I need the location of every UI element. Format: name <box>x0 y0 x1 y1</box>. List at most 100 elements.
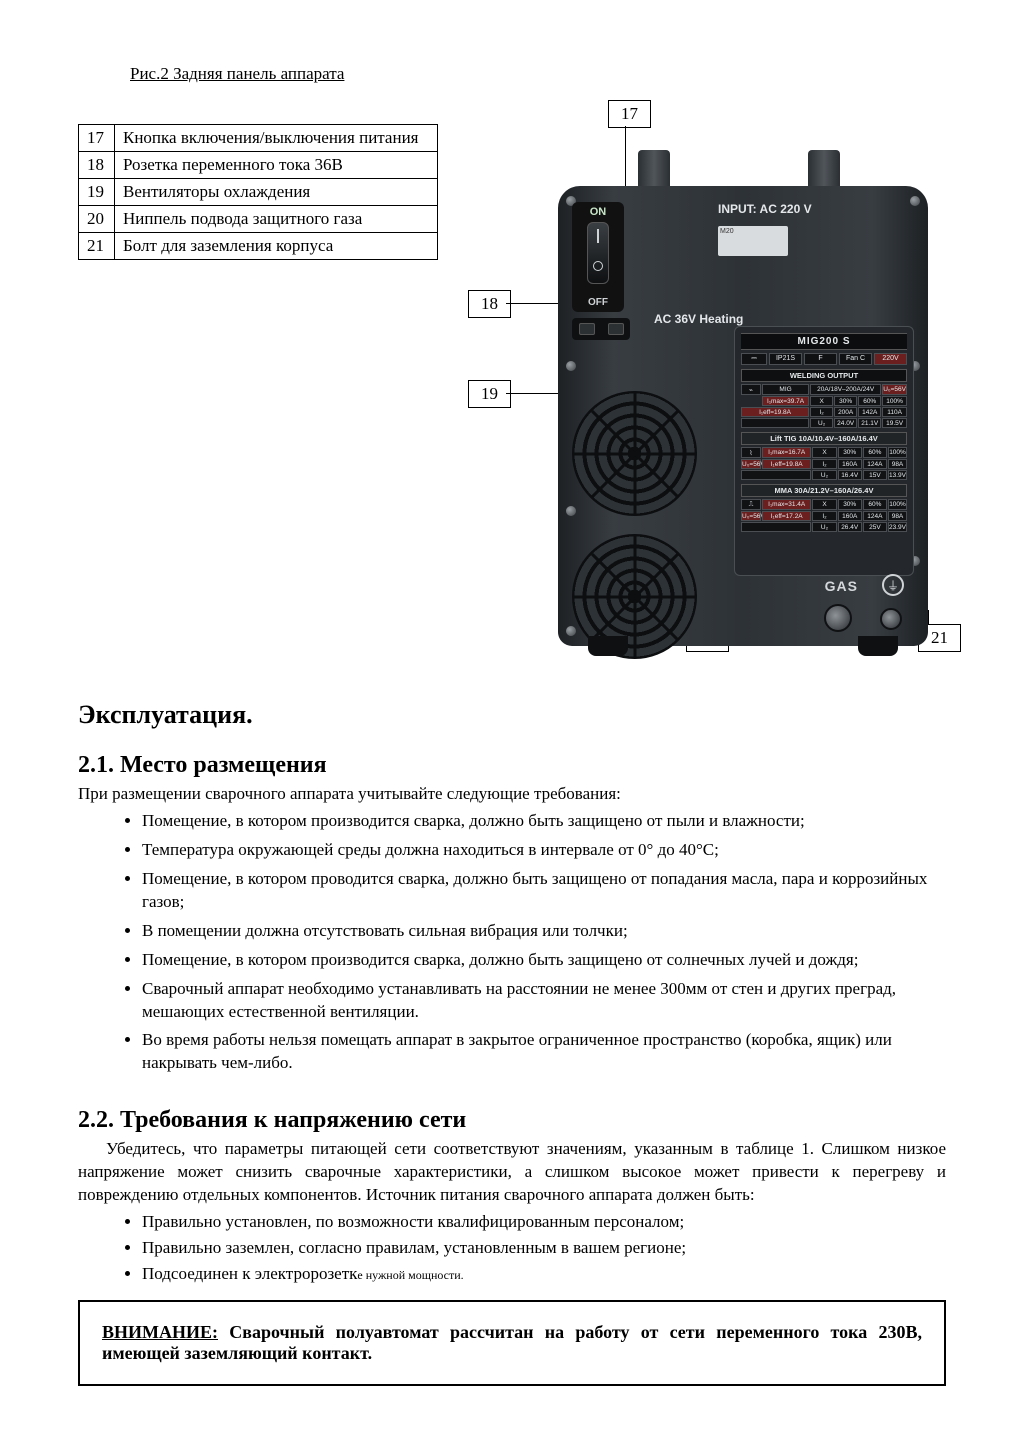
list-item: В помещении должна отсутствовать сильная… <box>142 920 946 943</box>
nameplate: MIG200 S ⎓ IP21S F Fan C 220V WELDING OU… <box>734 326 914 576</box>
np-f: F <box>804 353 837 365</box>
list-item: Помещение, в котором производится сварка… <box>142 949 946 972</box>
np-val: U₂ <box>812 522 836 532</box>
np-val: 24.0V <box>834 418 857 428</box>
heating-socket <box>572 318 630 340</box>
np-val: I₁max=16.7A <box>762 447 811 458</box>
section-2-1-title: 2.1. Место размещения <box>78 752 946 779</box>
gas-label: GAS <box>825 578 858 594</box>
np-u0: U₀=56V <box>882 384 907 395</box>
list-item: Подсоединен к электророзетке нужной мощн… <box>142 1263 946 1286</box>
np-val: 160A <box>838 459 862 469</box>
legend-num: 19 <box>79 179 115 206</box>
list-item-part-small: е нужной мощности. <box>357 1268 463 1282</box>
np-val: U₀=56V <box>741 511 761 521</box>
legend-num: 20 <box>79 206 115 233</box>
np-val: 19.5V <box>882 418 907 428</box>
switch-off-label: OFF <box>572 297 624 308</box>
legend-num: 17 <box>79 125 115 152</box>
figure-caption: Рис.2 Задняя панель аппарата <box>130 64 946 84</box>
device-illustration: 17 18 19 20 21 <box>478 100 958 660</box>
np-val: 30% <box>838 447 862 458</box>
np-val: 25V <box>863 522 887 532</box>
np-val: 21.1V <box>858 418 881 428</box>
np-val: 60% <box>863 499 887 510</box>
np-val: I₁eff=19.8A <box>762 459 811 469</box>
np-val: 124A <box>863 511 887 521</box>
warning-label: ВНИМАНИЕ: <box>102 1322 218 1342</box>
legend-text: Ниппель подвода защитного газа <box>115 206 438 233</box>
list-item: Помещение, в котором проводится сварка, … <box>142 868 946 914</box>
list-item: Помещение, в котором производится сварка… <box>142 810 946 833</box>
switch-on-label: ON <box>572 206 624 218</box>
section-title-operation: Эксплуатация. <box>78 700 946 730</box>
np-val: X <box>812 447 836 458</box>
device-body: ON OFF M20 INPUT: AC 220 V <box>558 150 928 650</box>
ground-icon: ⏚ <box>882 574 904 596</box>
np-val: 142A <box>858 407 881 417</box>
legend-num: 21 <box>79 233 115 260</box>
mma-icon: ⎍ <box>741 499 761 510</box>
table-row: 19 Вентиляторы охлаждения <box>79 179 438 206</box>
np-ieff: I₁eff=19.8A <box>741 407 809 417</box>
np-val: I₁max=31.4A <box>762 499 811 510</box>
np-welding-output: WELDING OUTPUT <box>741 369 907 382</box>
list-item: Сварочный аппарат необходимо устанавлива… <box>142 978 946 1024</box>
np-val: 60% <box>863 447 887 458</box>
np-u2: U₂ <box>810 418 833 428</box>
np-30: 30% <box>834 396 857 406</box>
np-val: 98A <box>888 511 907 521</box>
np-val: 100% <box>888 447 907 458</box>
screw-icon <box>566 626 576 636</box>
np-val: 100% <box>888 499 907 510</box>
np-val: 200A <box>834 407 857 417</box>
np-val: 160A <box>838 511 862 521</box>
handle-stem <box>638 150 670 190</box>
ground-bolt-icon <box>880 608 902 630</box>
fan-grille-icon <box>572 391 697 516</box>
handle-stem <box>808 150 840 190</box>
callout-17: 17 <box>608 100 651 128</box>
input-label: INPUT: AC 220 V <box>718 202 812 216</box>
np-val: 23.9V <box>888 522 907 532</box>
np-val: 15V <box>863 470 887 480</box>
device-shell: ON OFF M20 INPUT: AC 220 V <box>558 186 928 646</box>
np-model: MIG200 S <box>741 333 907 350</box>
legend-num: 18 <box>79 152 115 179</box>
screw-icon <box>566 506 576 516</box>
list-item: Во время работы нельзя помещать аппарат … <box>142 1029 946 1075</box>
np-val: X <box>812 499 836 510</box>
sticker-model: M20 <box>720 228 734 235</box>
gas-nipple-icon <box>824 604 852 632</box>
section-2-1-intro: При размещении сварочного аппарата учиты… <box>78 783 946 806</box>
np-ip: IP21S <box>769 353 802 365</box>
legend-text: Болт для заземления корпуса <box>115 233 438 260</box>
np-imax: I₁max=39.7A <box>762 396 809 406</box>
np-val: I₁eff=17.2A <box>762 511 811 521</box>
np-val: 16.4V <box>838 470 862 480</box>
np-val: I₂ <box>812 511 836 521</box>
np-val: I₂ <box>812 459 836 469</box>
legend-table: 17 Кнопка включения/выключения питания 1… <box>78 124 438 260</box>
np-mig-range: 20A/18V–200A/24V <box>810 384 881 395</box>
section-2-2-para: Убедитесь, что параметры питающей сети с… <box>78 1138 946 1207</box>
foot-icon <box>858 636 898 656</box>
section-2-2-list: Правильно установлен, по возможности ква… <box>142 1211 946 1286</box>
np-fan: Fan C <box>839 353 872 365</box>
np-val: 124A <box>863 459 887 469</box>
np-val: U₂ <box>812 470 836 480</box>
screw-icon <box>566 361 576 371</box>
np-val: 13.9V <box>888 470 907 480</box>
np-220: 220V <box>874 353 907 365</box>
np-val: 30% <box>838 499 862 510</box>
np-val: 110A <box>882 407 907 417</box>
list-item: Правильно заземлен, согласно правилам, у… <box>142 1237 946 1260</box>
serial-sticker: M20 <box>718 226 788 256</box>
legend-text: Кнопка включения/выключения питания <box>115 125 438 152</box>
table-row: 18 Розетка переменного тока 36В <box>79 152 438 179</box>
rocker-icon <box>587 222 609 284</box>
callout-19: 19 <box>468 380 511 408</box>
np-100: 100% <box>882 396 907 406</box>
np-mig: MIG <box>762 384 809 395</box>
np-val: 26.4V <box>838 522 862 532</box>
